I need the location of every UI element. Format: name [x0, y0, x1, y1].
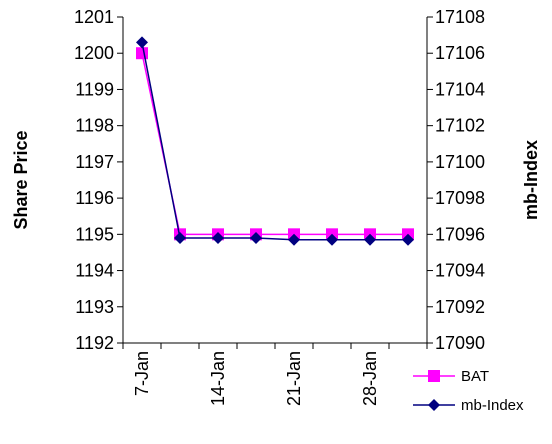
- left-tick-label: 1196: [75, 188, 114, 208]
- data-point: [326, 233, 338, 246]
- data-point: [402, 233, 414, 246]
- legend-label: BAT: [461, 368, 489, 385]
- data-point: [288, 233, 300, 246]
- right-axis-title: mb-Index: [521, 140, 541, 220]
- data-point: [364, 233, 376, 246]
- left-tick-label: 1195: [75, 224, 114, 244]
- left-tick-label: 1194: [75, 261, 114, 281]
- left-tick-label: 1197: [75, 152, 114, 172]
- left-tick-label: 1200: [74, 43, 114, 63]
- right-tick-label: 17106: [435, 43, 485, 63]
- x-tick-label: 14-Jan: [208, 351, 228, 406]
- left-tick-label: 1193: [75, 297, 114, 317]
- right-tick-label: 17094: [435, 261, 485, 281]
- right-tick-label: 17104: [435, 79, 485, 99]
- data-point: [174, 231, 186, 244]
- series-line: [141, 42, 408, 241]
- left-tick-label: 1198: [75, 116, 114, 136]
- legend-item: mb-Index: [413, 397, 524, 414]
- x-tick-label: 7-Jan: [132, 351, 152, 396]
- data-series: [136, 36, 414, 246]
- legend-swatch-marker: [428, 399, 440, 411]
- legend-swatch-marker: [428, 370, 440, 382]
- axes: [117, 16, 433, 349]
- x-tick-label: 28-Jan: [360, 351, 380, 406]
- tick-labels: 1192 1193 1194 1195 1196 1197 1198 1199 1200 1201…: [74, 7, 485, 406]
- data-point: [136, 47, 148, 60]
- data-point: [212, 231, 224, 244]
- data-point: [136, 36, 148, 49]
- left-tick-label: 1199: [75, 79, 114, 99]
- right-tick-label: 17090: [435, 333, 485, 353]
- right-tick-label: 17102: [435, 116, 485, 136]
- data-point: [250, 231, 262, 244]
- right-tick-label: 17108: [435, 7, 485, 27]
- x-tick-label: 21-Jan: [284, 351, 304, 406]
- left-tick-label: 1192: [75, 333, 114, 353]
- right-tick-label: 17092: [435, 297, 485, 317]
- series-bat: [136, 47, 414, 241]
- legend: BAT mb-Index: [413, 368, 524, 414]
- right-tick-label: 17098: [435, 188, 485, 208]
- right-tick-label: 17100: [435, 152, 485, 172]
- left-axis-title: Share Price: [11, 130, 31, 229]
- legend-item: BAT: [413, 368, 489, 385]
- legend-label: mb-Index: [461, 397, 524, 414]
- left-tick-label: 1201: [74, 7, 114, 27]
- right-tick-label: 17096: [435, 224, 485, 244]
- series-mb-index: [136, 36, 414, 246]
- series-line: [141, 53, 408, 236]
